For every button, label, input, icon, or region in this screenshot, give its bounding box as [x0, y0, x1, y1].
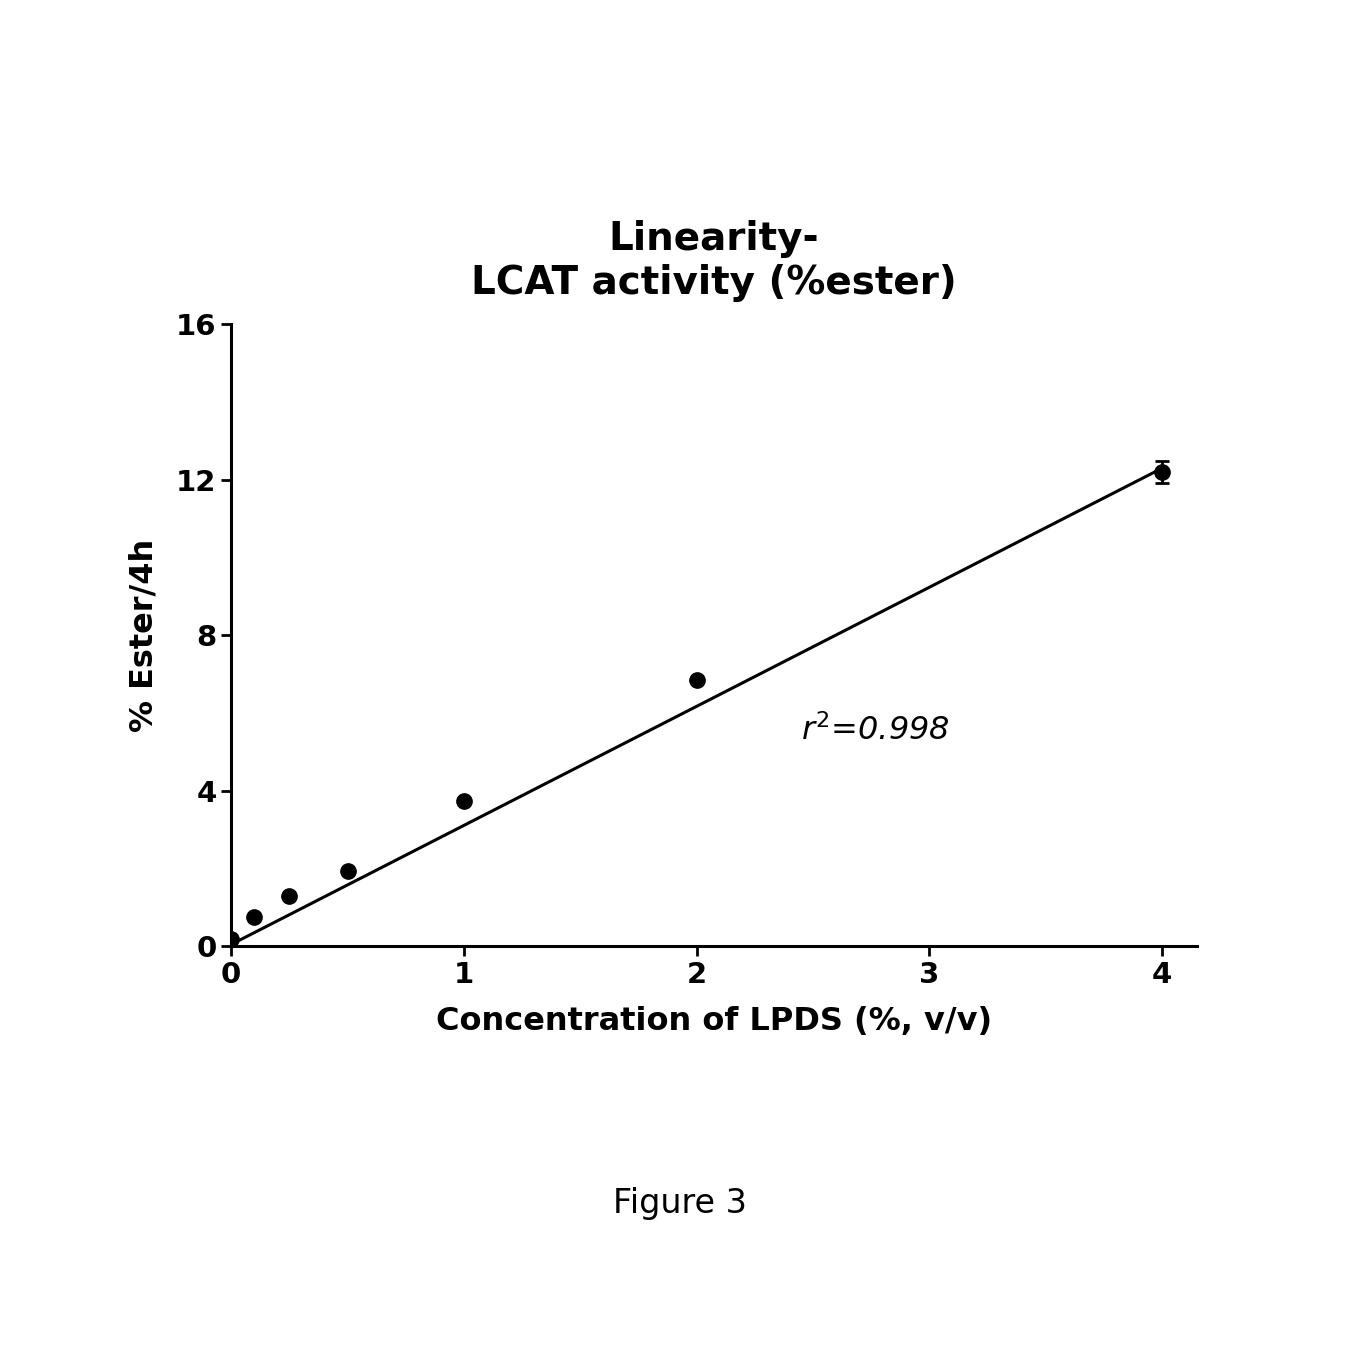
X-axis label: Concentration of LPDS (%, v/v): Concentration of LPDS (%, v/v): [437, 1006, 991, 1037]
Text: Figure 3: Figure 3: [613, 1187, 747, 1220]
Y-axis label: % Ester/4h: % Ester/4h: [128, 539, 159, 731]
Text: $r^{2}$=0.998: $r^{2}$=0.998: [801, 715, 951, 748]
Title: Linearity-
LCAT activity (%ester): Linearity- LCAT activity (%ester): [471, 220, 957, 301]
